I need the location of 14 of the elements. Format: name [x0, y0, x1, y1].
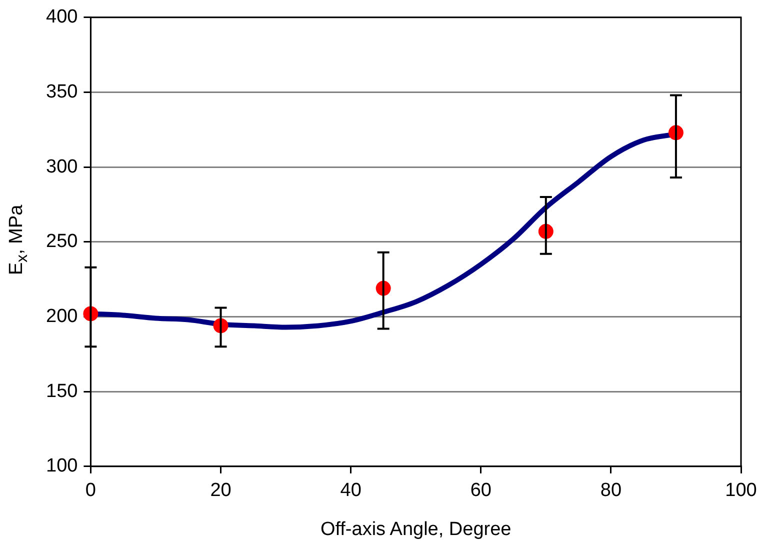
x-tick-label: 100: [725, 480, 757, 502]
x-axis-title: Off-axis Angle, Degree: [320, 518, 512, 540]
y-tick-label: 300: [46, 156, 78, 178]
x-tick-label: 20: [210, 480, 232, 502]
x-tick-label: 40: [340, 480, 362, 502]
x-tick-label: 0: [85, 480, 96, 502]
y-tick-label: 250: [46, 231, 78, 252]
y-tick-label: 150: [46, 380, 78, 402]
y-tick-label: 400: [46, 6, 78, 28]
y-tick-label: 100: [46, 456, 78, 477]
x-tick-label: 80: [600, 480, 622, 502]
x-tick-label: 60: [470, 480, 492, 502]
y-tick-label: 200: [46, 306, 78, 327]
y-tick-label: 350: [46, 81, 78, 102]
